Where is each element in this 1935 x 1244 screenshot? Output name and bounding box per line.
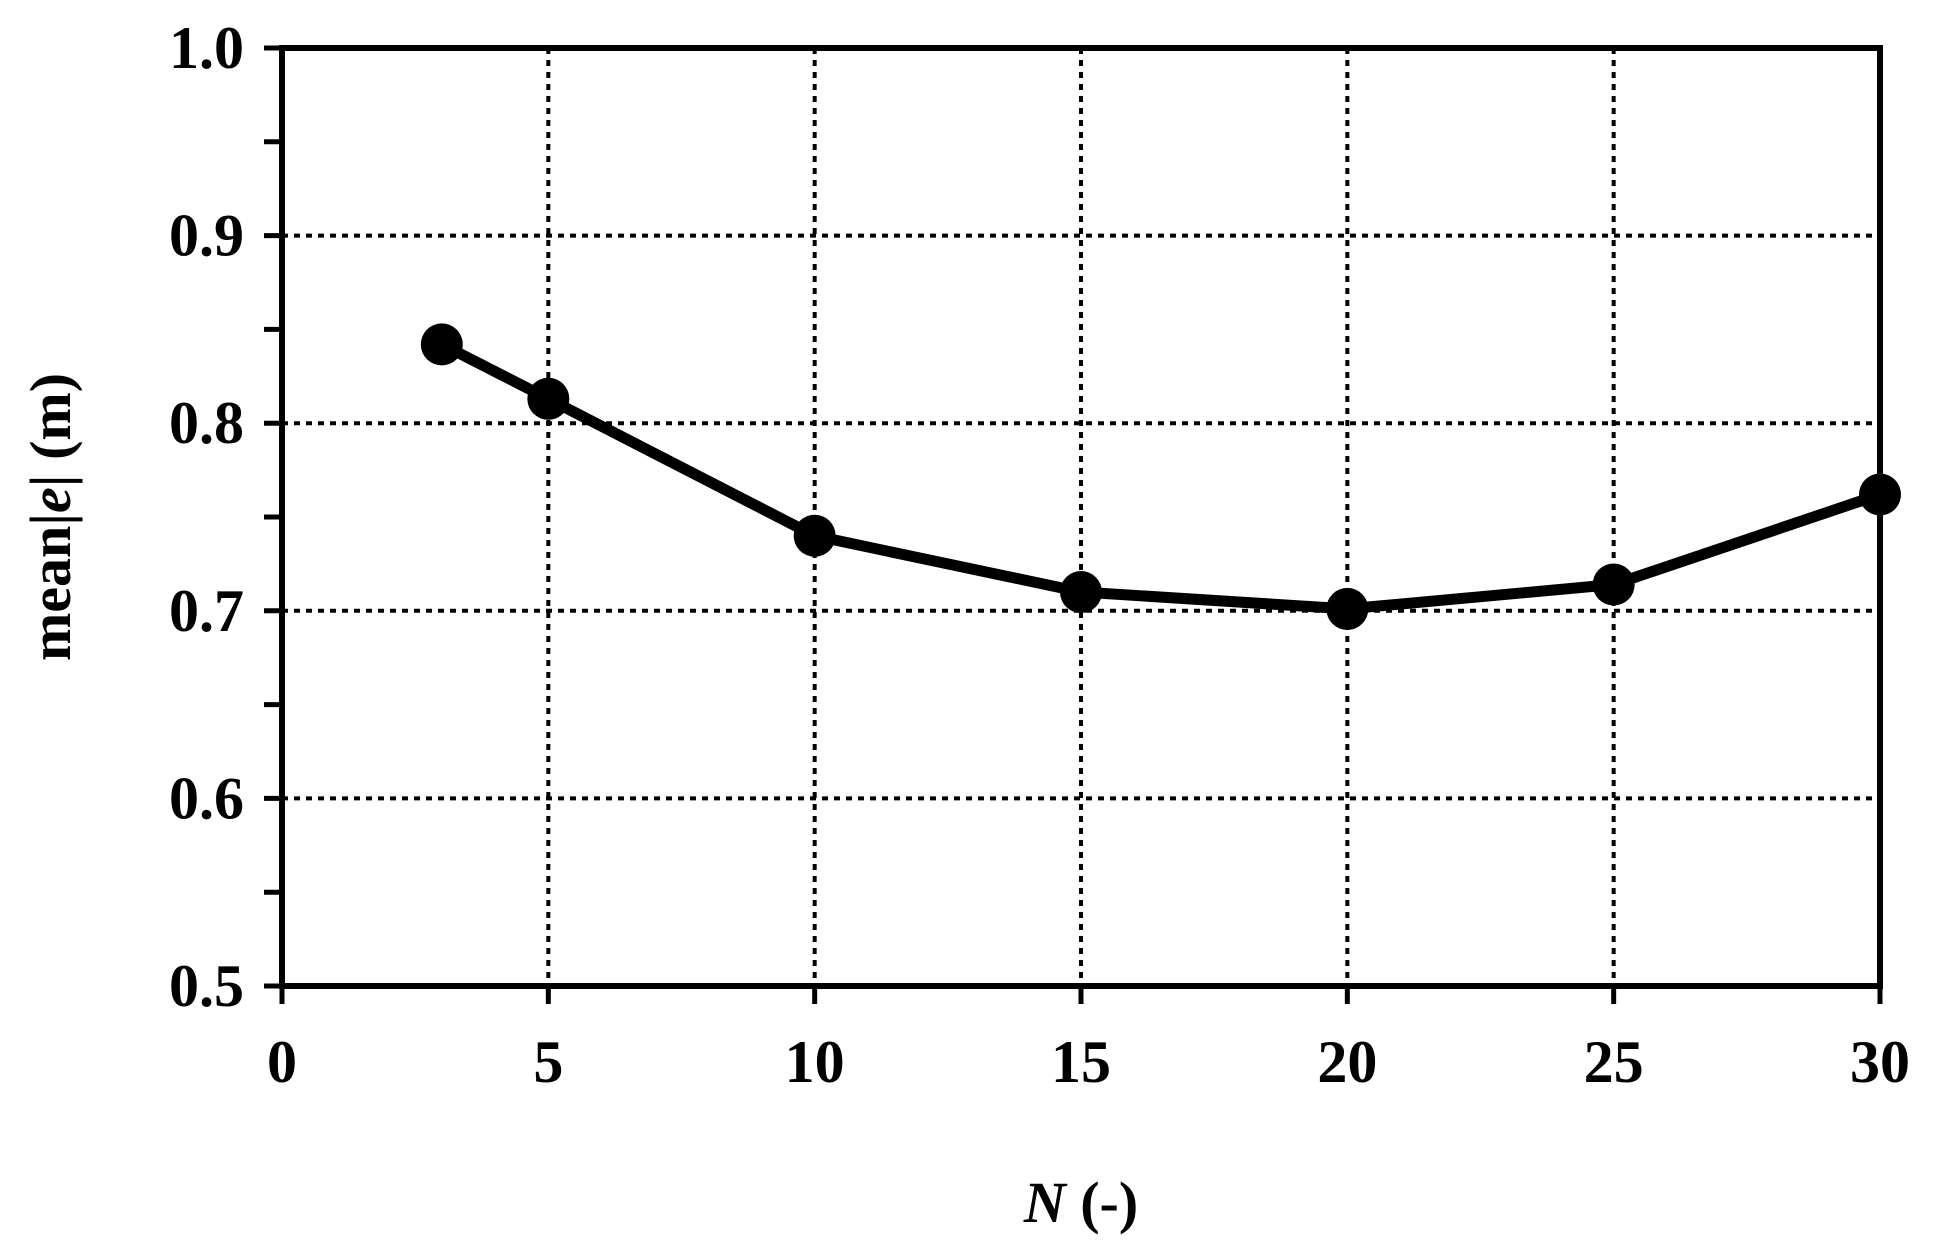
y-tick-labels: 0.5 0.6 0.7 0.8 0.9 1.0: [169, 15, 244, 1019]
x-tick-label: 25: [1584, 1029, 1644, 1095]
y-tick-label: 0.8: [169, 390, 244, 456]
x-tick-labels: 0 5 10 15 20 25 30: [267, 1029, 1910, 1095]
y-tick-label: 0.9: [169, 203, 244, 269]
y-axis-label-var: e: [18, 487, 83, 513]
data-point: [793, 514, 836, 557]
x-tick-label: 15: [1051, 1029, 1111, 1095]
x-tick-label: 20: [1317, 1029, 1377, 1095]
x-tick-label: 10: [785, 1029, 845, 1095]
x-tick-label: 5: [533, 1029, 563, 1095]
y-tick-label: 0.5: [169, 953, 244, 1019]
data-point: [527, 377, 570, 420]
y-tick-label: 0.6: [169, 765, 244, 831]
y-axis-label-pre: mean|: [18, 513, 83, 661]
data-point: [1859, 473, 1901, 516]
y-tick-label: 0.7: [169, 578, 244, 644]
plot-frame: [279, 45, 1883, 989]
series-layer: [420, 323, 1901, 630]
y-minor-ticks: [264, 45, 1883, 1004]
y-axis-label-post: | (m): [18, 373, 83, 487]
x-axis-label: N (-): [1023, 1170, 1138, 1235]
y-axis-label: mean|e| (m): [18, 373, 83, 661]
data-point: [1326, 587, 1369, 630]
data-point: [1592, 563, 1635, 606]
grid-lines: [282, 48, 1880, 986]
x-tick-label: 30: [1850, 1029, 1910, 1095]
x-axis-label-rest: (-): [1066, 1170, 1138, 1235]
data-point: [1060, 571, 1102, 614]
x-tick-label: 0: [267, 1029, 297, 1095]
data-point: [420, 323, 463, 366]
y-tick-label: 1.0: [169, 15, 244, 81]
series-line: [439, 339, 1882, 615]
x-axis-label-var: N: [1023, 1170, 1068, 1235]
